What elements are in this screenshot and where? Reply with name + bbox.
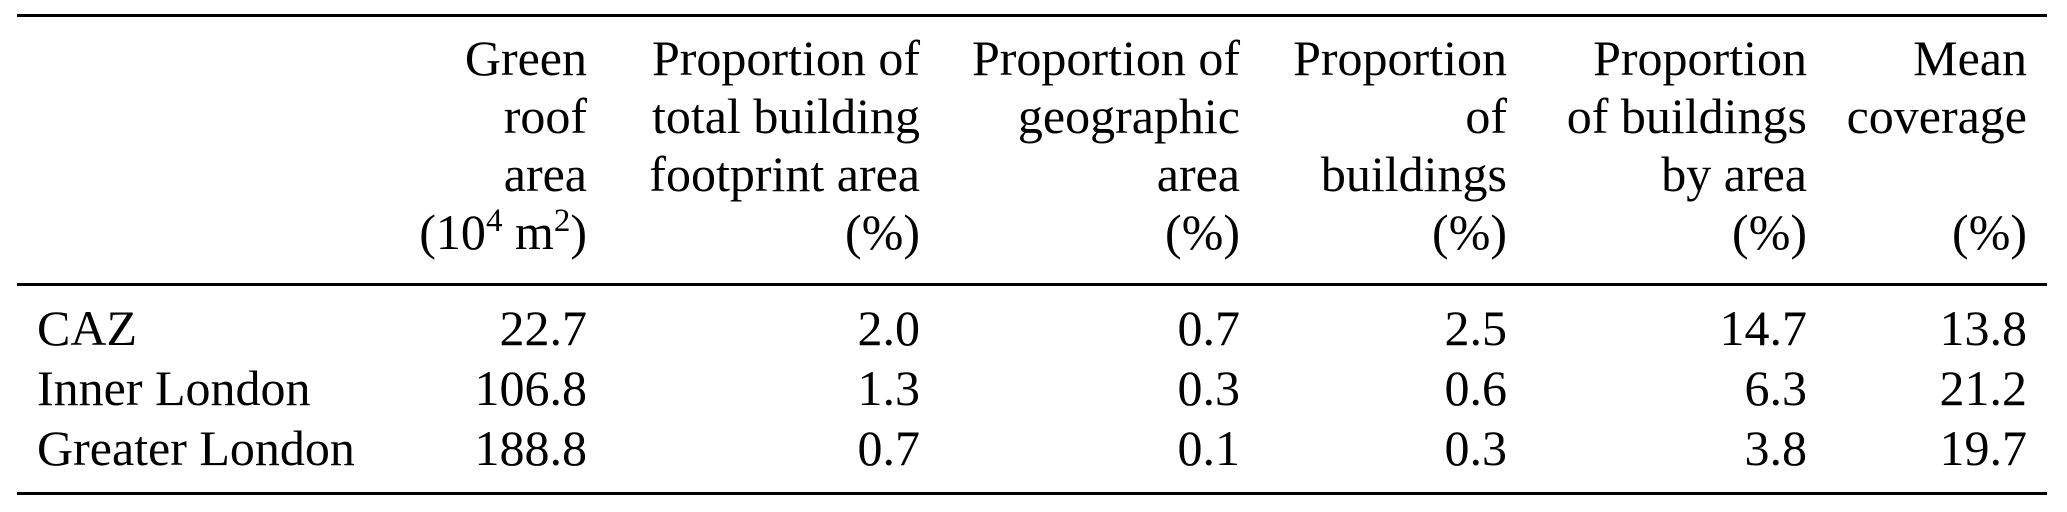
header-line: Proportion of (940, 29, 1240, 87)
header-line: (%) (940, 203, 1240, 261)
header-text: Proportion of (651, 30, 920, 86)
cell-value: 13.8 (1939, 300, 2028, 356)
header-text: Proportion of (971, 30, 1240, 86)
header-line: Proportion of (607, 29, 920, 87)
header-text: total building (651, 88, 920, 144)
cell-value: 0.1 (1177, 420, 1241, 476)
column-header-mean-coverage: Mean coverage (%) (1827, 16, 2047, 285)
cell-value: 188.8 (474, 420, 588, 476)
cell-value: 6.3 (1744, 360, 1808, 416)
header-line: buildings (1260, 145, 1507, 203)
header-line: total building (607, 87, 920, 145)
cell-value: 3.8 (1744, 420, 1808, 476)
paper-table-figure: Green roof area (104 m2) Proportion of total … (17, 14, 2067, 495)
header-text: buildings (1320, 146, 1507, 202)
header-text: Green (464, 30, 587, 86)
cell-value: 14.7 (1719, 300, 1808, 356)
header-line: coverage (1827, 87, 2027, 145)
header-line: by area (1527, 145, 1807, 203)
cell-value: 1.3 (857, 360, 921, 416)
header-line: (%) (1827, 203, 2027, 261)
header-text: (%) (1952, 204, 2027, 260)
cell-value: 2.5 (1444, 300, 1508, 356)
header-line: area (940, 145, 1240, 203)
header-line: Mean (1827, 29, 2027, 87)
header-text: (%) (1165, 204, 1240, 260)
header-line (1827, 145, 2027, 203)
column-header-green-roof-area: Green roof area (104 m2) (377, 16, 607, 285)
cell-value: 0.3 (1177, 360, 1241, 416)
header-text: (%) (1732, 204, 1807, 260)
row-label: Greater London (37, 420, 355, 476)
row-label: CAZ (37, 300, 137, 356)
row-label: Inner London (37, 360, 311, 416)
header-text: area (1156, 146, 1240, 202)
header-text: by area (1661, 146, 1807, 202)
cell-value: 0.3 (1444, 420, 1508, 476)
header-text: geographic (1017, 88, 1240, 144)
header-line: of buildings (1527, 87, 1807, 145)
header-text: ) (570, 204, 587, 260)
header-text: area (503, 146, 587, 202)
header-text: footprint area (649, 146, 920, 202)
header-text: Proportion (1293, 30, 1507, 86)
column-header-proportion-of-buildings-by-area: Proportion of buildings by area (%) (1527, 16, 1827, 285)
header-row: Green roof area (104 m2) Proportion of total … (17, 16, 2047, 285)
header-line: Proportion (1527, 29, 1807, 87)
table-row: Greater London 188.8 0.7 0.1 0.3 3.8 19.7 (17, 418, 2047, 494)
header-text: coverage (1846, 88, 2027, 144)
superscript-text: 2 (553, 202, 571, 239)
cell-value: 22.7 (499, 300, 588, 356)
header-line: (104 m2) (377, 203, 587, 261)
superscript-text: 4 (485, 202, 503, 239)
header-line: footprint area (607, 145, 920, 203)
table-body: CAZ 22.7 2.0 0.7 2.5 14.7 13.8 Inner London 106.… (17, 285, 2047, 494)
cell-value: 0.6 (1444, 360, 1508, 416)
header-line: Green (377, 29, 587, 87)
header-line: Proportion (1260, 29, 1507, 87)
cell-value: 2.0 (857, 300, 921, 356)
header-text: (10 (419, 204, 486, 260)
column-header-proportion-total-building-footprint-area: Proportion of total building footprint are… (607, 16, 940, 285)
header-line: geographic (940, 87, 1240, 145)
header-line: (%) (607, 203, 920, 261)
cell-value: 21.2 (1939, 360, 2028, 416)
cell-value: 0.7 (857, 420, 921, 476)
column-header-proportion-of-buildings: Proportion of buildings (%) (1260, 16, 1527, 285)
header-text: (%) (845, 204, 920, 260)
header-line: of (1260, 87, 1507, 145)
cell-value: 19.7 (1939, 420, 2028, 476)
table-header: Green roof area (104 m2) Proportion of total … (17, 16, 2047, 285)
row-label-header (17, 16, 377, 285)
header-text: of (1465, 88, 1507, 144)
table-row: Inner London 106.8 1.3 0.3 0.6 6.3 21.2 (17, 358, 2047, 418)
header-line: area (377, 145, 587, 203)
header-text: m (502, 204, 554, 260)
column-header-proportion-geographic-area: Proportion of geographic area (%) (940, 16, 1260, 285)
header-text: (%) (1432, 204, 1507, 260)
cell-value: 106.8 (474, 360, 588, 416)
green-roof-statistics-table: Green roof area (104 m2) Proportion of total … (17, 14, 2047, 495)
header-text: Proportion (1593, 30, 1807, 86)
header-line: roof (377, 87, 587, 145)
table-row: CAZ 22.7 2.0 0.7 2.5 14.7 13.8 (17, 285, 2047, 359)
header-line: (%) (1527, 203, 1807, 261)
header-text: of buildings (1566, 88, 1807, 144)
header-text: Mean (1913, 30, 2027, 86)
cell-value: 0.7 (1177, 300, 1241, 356)
header-line: (%) (1260, 203, 1507, 261)
header-text: roof (503, 88, 587, 144)
